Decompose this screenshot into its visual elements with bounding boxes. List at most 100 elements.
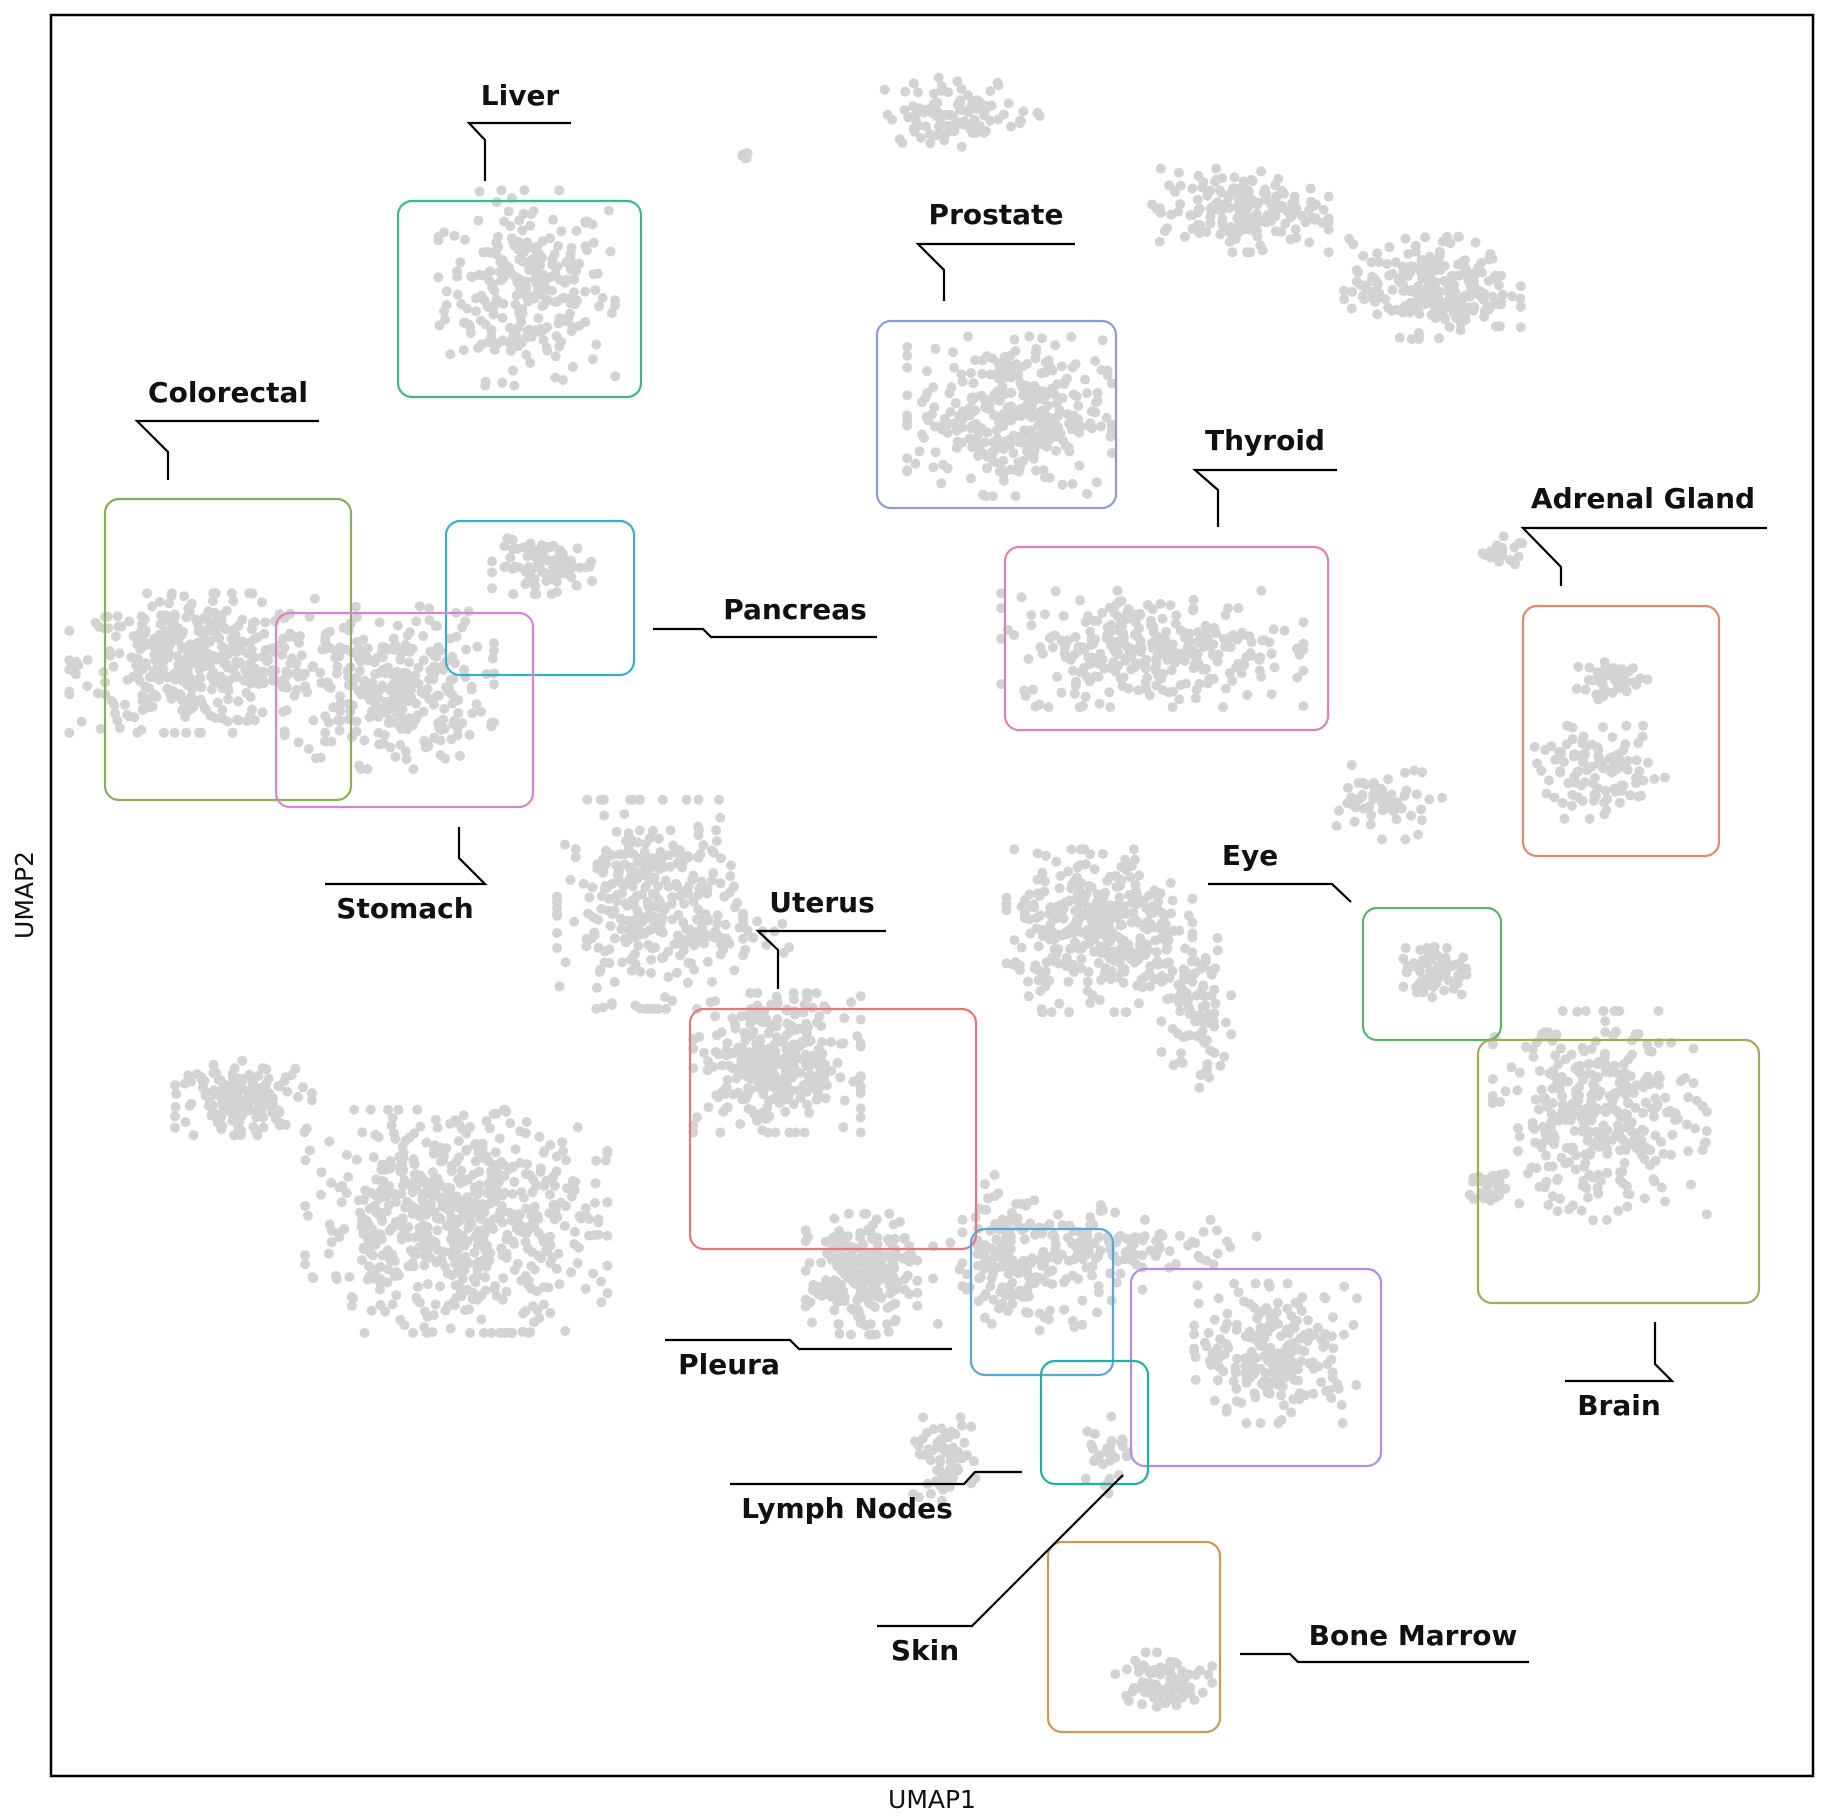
data-point bbox=[1586, 1090, 1597, 1101]
data-point bbox=[528, 253, 538, 264]
data-point bbox=[1105, 900, 1116, 911]
data-point bbox=[492, 338, 503, 349]
data-point bbox=[762, 1127, 773, 1138]
data-point bbox=[617, 957, 628, 968]
data-point bbox=[1123, 683, 1134, 694]
data-point bbox=[1590, 1102, 1601, 1113]
data-point bbox=[1272, 1372, 1283, 1383]
data-point bbox=[467, 1293, 478, 1304]
data-point bbox=[501, 561, 512, 572]
data-point bbox=[1020, 690, 1031, 701]
data-point bbox=[512, 1214, 523, 1225]
data-point bbox=[1470, 237, 1481, 248]
data-point bbox=[780, 1075, 791, 1086]
data-point bbox=[1701, 1106, 1712, 1117]
data-point bbox=[894, 134, 905, 145]
data-point bbox=[1082, 986, 1093, 997]
data-point bbox=[602, 1197, 613, 1208]
data-point bbox=[497, 377, 508, 388]
data-point bbox=[279, 730, 290, 741]
data-point bbox=[1289, 1374, 1300, 1385]
data-point bbox=[398, 1180, 408, 1191]
data-point bbox=[707, 976, 717, 987]
data-point bbox=[1405, 297, 1416, 308]
data-point bbox=[1207, 649, 1218, 660]
data-point bbox=[1058, 913, 1069, 924]
data-point bbox=[1199, 1037, 1210, 1048]
data-point bbox=[290, 1063, 301, 1074]
data-point bbox=[681, 794, 692, 805]
data-point bbox=[465, 1327, 476, 1338]
data-point bbox=[464, 1216, 474, 1226]
data-point bbox=[1338, 1329, 1349, 1340]
data-point bbox=[909, 126, 920, 137]
data-point bbox=[196, 727, 206, 738]
data-point bbox=[1047, 631, 1058, 642]
data-point bbox=[1257, 245, 1268, 256]
data-point bbox=[1087, 926, 1098, 937]
data-point bbox=[613, 866, 624, 877]
data-point bbox=[1149, 885, 1160, 896]
data-point bbox=[1298, 644, 1309, 655]
data-point bbox=[602, 1148, 613, 1159]
data-point bbox=[1097, 608, 1108, 618]
data-point bbox=[567, 361, 578, 372]
data-point bbox=[1043, 702, 1054, 713]
data-point bbox=[260, 645, 271, 656]
data-point bbox=[1195, 1070, 1206, 1080]
data-point bbox=[986, 1318, 997, 1329]
data-point bbox=[1140, 662, 1151, 673]
data-point bbox=[285, 628, 295, 639]
data-point bbox=[454, 750, 465, 761]
data-point bbox=[1114, 892, 1125, 903]
data-point bbox=[1179, 655, 1190, 666]
data-point bbox=[393, 1216, 404, 1227]
data-point bbox=[622, 900, 633, 911]
data-point bbox=[421, 1327, 432, 1338]
data-point bbox=[968, 436, 979, 447]
data-point bbox=[813, 1056, 824, 1067]
data-point bbox=[243, 1102, 254, 1113]
data-point bbox=[170, 1122, 180, 1133]
data-point bbox=[840, 1263, 851, 1274]
data-point bbox=[1209, 1047, 1220, 1058]
data-point bbox=[513, 273, 524, 284]
data-point bbox=[796, 1036, 807, 1047]
data-point bbox=[1116, 861, 1127, 872]
data-point bbox=[1133, 998, 1144, 1009]
data-point bbox=[1104, 922, 1114, 932]
data-point bbox=[686, 958, 696, 969]
data-point bbox=[1192, 1031, 1202, 1042]
data-point bbox=[945, 1237, 956, 1248]
data-point bbox=[912, 1255, 923, 1266]
data-point bbox=[244, 638, 255, 649]
data-point bbox=[1191, 684, 1202, 695]
data-point bbox=[493, 232, 503, 242]
data-point bbox=[663, 850, 674, 861]
data-point bbox=[912, 1300, 923, 1311]
data-point bbox=[236, 1102, 246, 1113]
data-point bbox=[635, 857, 646, 868]
data-point bbox=[379, 730, 390, 740]
data-point bbox=[390, 751, 401, 762]
data-point bbox=[1224, 668, 1235, 679]
data-point bbox=[1008, 448, 1019, 458]
data-point bbox=[467, 708, 478, 719]
data-point bbox=[855, 1041, 866, 1052]
data-point bbox=[939, 413, 950, 424]
data-point bbox=[331, 668, 342, 679]
data-point bbox=[693, 852, 704, 863]
data-point bbox=[1546, 1118, 1556, 1129]
data-point bbox=[1387, 284, 1398, 295]
data-point bbox=[544, 233, 555, 244]
data-point bbox=[1099, 663, 1110, 674]
data-point bbox=[725, 860, 736, 871]
data-point bbox=[980, 126, 991, 136]
data-point bbox=[308, 715, 319, 726]
data-point bbox=[1129, 629, 1140, 640]
data-point bbox=[1624, 1189, 1635, 1200]
data-point bbox=[507, 1189, 518, 1199]
data-point bbox=[1063, 896, 1074, 907]
data-point bbox=[1061, 373, 1072, 384]
data-point bbox=[216, 615, 227, 626]
